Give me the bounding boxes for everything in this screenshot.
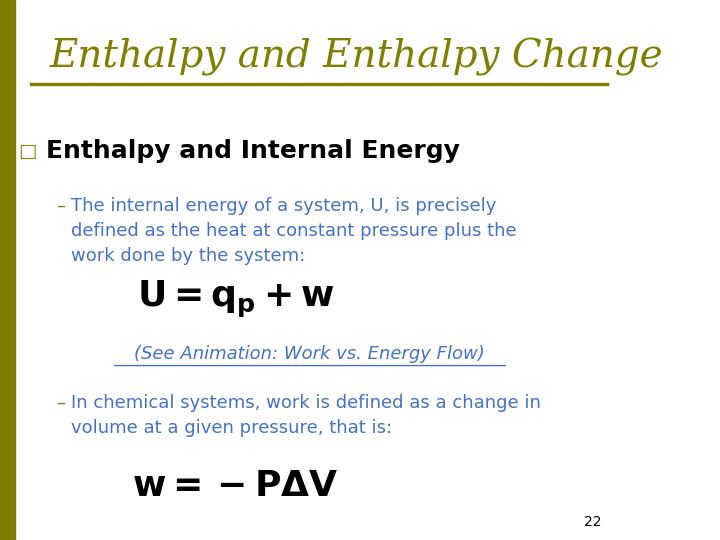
- Text: $\mathbf{U = q_p + w}$: $\mathbf{U = q_p + w}$: [137, 279, 334, 320]
- Text: $\mathbf{w = -P\Delta V}$: $\mathbf{w = -P\Delta V}$: [132, 469, 338, 503]
- Text: –: –: [55, 197, 65, 215]
- Text: 22: 22: [584, 515, 601, 529]
- Text: Enthalpy and Internal Energy: Enthalpy and Internal Energy: [47, 139, 460, 163]
- Text: (See Animation: Work vs. Energy Flow): (See Animation: Work vs. Energy Flow): [135, 345, 485, 363]
- Text: Enthalpy and Enthalpy Change: Enthalpy and Enthalpy Change: [50, 38, 663, 76]
- Text: The internal energy of a system, U, is precisely
defined as the heat at constant: The internal energy of a system, U, is p…: [71, 197, 517, 265]
- Text: In chemical systems, work is defined as a change in
volume at a given pressure, : In chemical systems, work is defined as …: [71, 394, 541, 437]
- FancyBboxPatch shape: [0, 0, 16, 540]
- Text: –: –: [55, 394, 65, 412]
- Text: □: □: [19, 141, 37, 161]
